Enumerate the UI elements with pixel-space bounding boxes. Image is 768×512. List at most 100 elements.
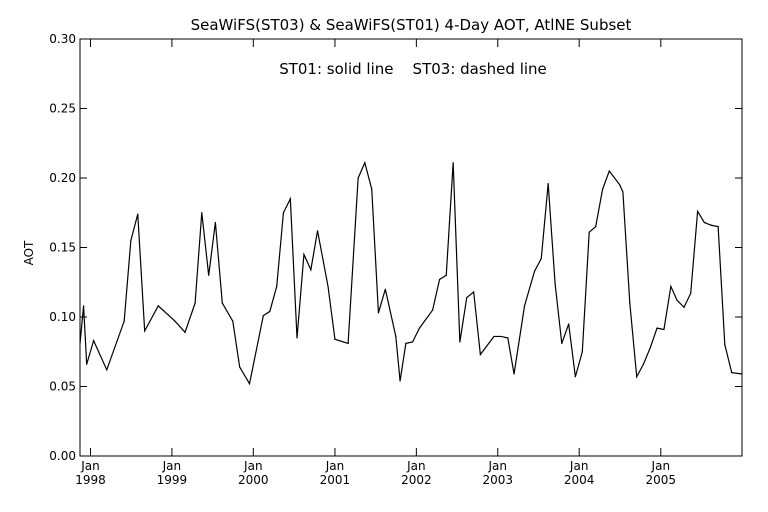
series-point (303, 253, 305, 256)
series-point (364, 162, 366, 164)
series-point (79, 342, 81, 345)
series-point (710, 224, 712, 226)
series-point (554, 283, 556, 285)
series-point (137, 213, 139, 215)
series-line-st01 (79, 160, 743, 386)
series-point (479, 353, 481, 356)
x-tick-month-label: Jan (162, 459, 182, 473)
series-point (371, 188, 373, 190)
y-axis-label: AOT (22, 240, 36, 265)
series-point (601, 188, 604, 190)
x-tick-month-label: Jan (651, 459, 671, 473)
x-tick-month-label: Jan (325, 459, 345, 473)
series-point (289, 198, 291, 200)
series-point (683, 306, 685, 308)
series-point (399, 380, 401, 382)
series-point (214, 221, 216, 224)
y-axis-ticks: 0.00 0.05 0.10 0.15 0.20 0.25 0.30 (49, 32, 742, 463)
series-point (221, 302, 223, 304)
series-point (174, 320, 176, 322)
series-point (276, 285, 278, 288)
series-point (513, 373, 515, 375)
series-point (642, 363, 645, 365)
series-point (523, 305, 526, 307)
series-point (741, 373, 743, 375)
x-tick-month-label: Jan (569, 459, 589, 473)
y-tick-label: 0.10 (49, 310, 76, 324)
series-point (670, 285, 672, 288)
series-point (347, 342, 349, 345)
series-point (568, 323, 570, 325)
series-point (636, 376, 638, 378)
series-point (619, 184, 621, 186)
x-axis-ticks: Jan1998Jan1999Jan2000Jan2001Jan2002Jan20… (75, 39, 676, 487)
series-point (533, 270, 536, 272)
x-tick-month-label: Jan (80, 459, 100, 473)
series-point (703, 221, 705, 224)
series-point (208, 274, 210, 276)
series-point (377, 312, 380, 314)
series-point (334, 338, 336, 340)
series-point (731, 372, 733, 374)
series-point (411, 341, 414, 343)
series-point (656, 327, 658, 329)
series-point (418, 327, 421, 329)
series-point (201, 212, 203, 214)
series-point (106, 369, 108, 371)
y-tick-label: 0.15 (49, 241, 76, 255)
x-tick-year-label: 1999 (157, 473, 188, 487)
series-point (595, 226, 597, 228)
x-tick-year-label: 2001 (320, 473, 351, 487)
y-tick-label: 0.00 (49, 449, 76, 463)
x-tick-month-label: Jan (488, 459, 508, 473)
series-point (445, 274, 447, 276)
plot-area-frame (79, 38, 743, 457)
series-point (676, 299, 678, 301)
series-point (405, 342, 407, 345)
x-tick-year-label: 1998 (75, 473, 106, 487)
series-point (86, 363, 88, 365)
series-point (473, 291, 475, 293)
series-point (690, 292, 692, 294)
y-tick-label: 0.20 (49, 171, 76, 185)
series-point (239, 366, 241, 368)
x-tick-year-label: 2005 (646, 473, 677, 487)
series-point (269, 310, 271, 313)
y-tick-label: 0.30 (49, 32, 76, 46)
series-point (581, 351, 583, 353)
series-point (357, 177, 359, 179)
series-point (130, 239, 132, 242)
x-tick-month-label: Jan (243, 459, 263, 473)
series-point (452, 162, 454, 164)
series-point (384, 288, 386, 290)
series-point (262, 315, 264, 317)
series-point (608, 170, 610, 172)
series-point (663, 328, 665, 331)
series-point (93, 340, 95, 342)
series-point (629, 302, 631, 304)
series-point (157, 305, 159, 307)
series-point (588, 231, 590, 233)
line-style-annotation: ST01: solid line ST03: dashed line (279, 60, 547, 78)
series-layer (79, 160, 743, 386)
series-point (459, 341, 461, 343)
series-point (144, 330, 146, 332)
series-point (310, 269, 312, 271)
series-point (395, 335, 397, 338)
series-point (540, 258, 542, 260)
x-tick-year-label: 2004 (564, 473, 595, 487)
series-point (724, 344, 726, 346)
series-point (493, 335, 495, 338)
y-tick-label: 0.25 (49, 102, 76, 116)
series-point (82, 305, 85, 307)
x-tick-year-label: 2002 (401, 473, 432, 487)
series-point (232, 320, 234, 322)
series-point (500, 335, 502, 338)
series-point (561, 342, 563, 345)
series-point (316, 230, 319, 232)
series-point (248, 383, 251, 385)
series-point (717, 226, 719, 228)
series-point (432, 309, 434, 311)
series-point (184, 331, 186, 333)
